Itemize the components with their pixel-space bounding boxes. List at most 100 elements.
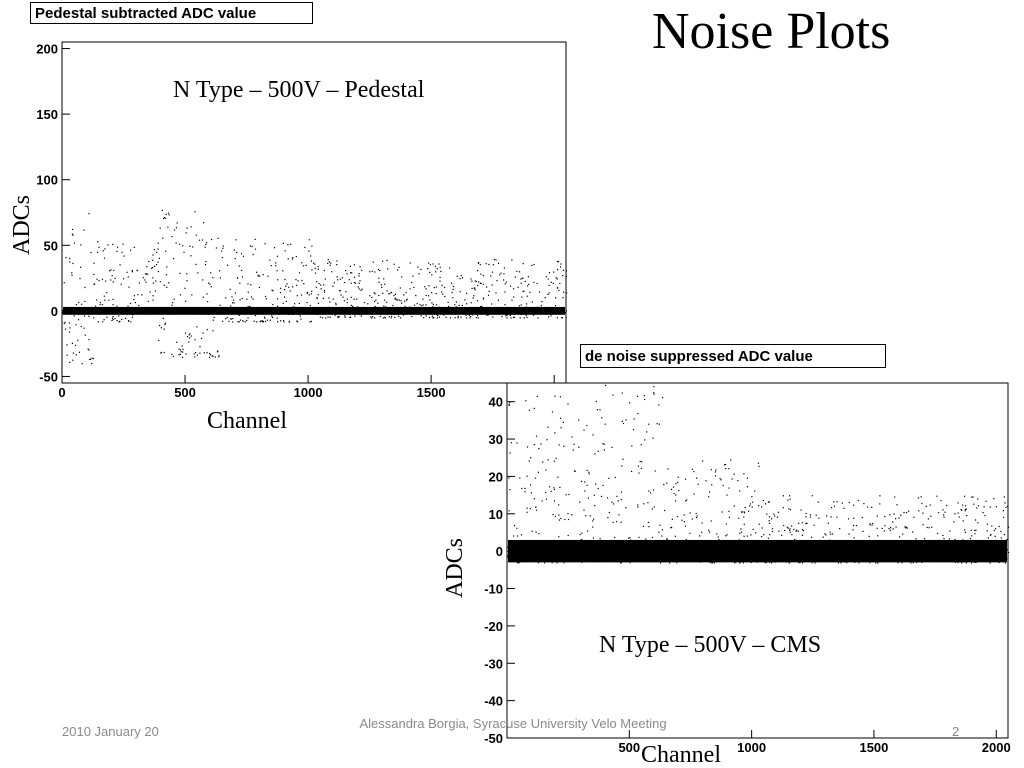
noise-point (352, 305, 354, 307)
noise-point (843, 507, 845, 509)
noise-point (241, 276, 243, 278)
y-tick-label: 10 (489, 507, 503, 522)
noise-point (730, 459, 732, 461)
noise-point (565, 270, 567, 272)
noise-point (625, 507, 627, 509)
noise-point (433, 316, 435, 318)
noise-point (358, 275, 360, 277)
noise-point (108, 299, 110, 301)
noise-point (153, 249, 155, 251)
noise-point (97, 321, 99, 323)
noise-point (552, 282, 554, 284)
noise-point (271, 289, 273, 291)
noise-point (769, 534, 771, 536)
noise-point (605, 384, 607, 387)
noise-point (741, 511, 743, 514)
noise-point (432, 306, 434, 308)
noise-point (206, 352, 208, 354)
noise-point (478, 281, 480, 283)
noise-point (173, 258, 175, 260)
noise-point (344, 316, 346, 318)
noise-point (433, 287, 435, 289)
noise-point (586, 469, 588, 471)
noise-point (73, 315, 75, 317)
noise-point (189, 333, 191, 335)
noise-point (339, 278, 341, 280)
noise-point (675, 494, 677, 496)
noise-point (388, 293, 390, 295)
noise-point (653, 386, 655, 388)
noise-point (583, 509, 585, 511)
noise-point (725, 535, 727, 537)
noise-point (394, 298, 396, 300)
noise-point (693, 493, 695, 495)
noise-point (168, 282, 170, 284)
noise-point (157, 261, 159, 263)
noise-point (212, 355, 214, 357)
noise-point (370, 316, 372, 318)
noise-point (562, 275, 564, 277)
noise-point (328, 261, 330, 263)
noise-point (763, 534, 765, 536)
noise-point (428, 316, 431, 319)
noise-point (839, 528, 841, 530)
noise-point (275, 262, 277, 264)
noise-point (553, 488, 555, 491)
noise-point (237, 321, 239, 323)
noise-point (531, 530, 533, 532)
y-tick-label: 150 (36, 107, 58, 122)
noise-point (791, 525, 793, 527)
noise-point (298, 272, 301, 274)
noise-point (247, 283, 249, 285)
noise-point (969, 538, 972, 540)
y-tick-label: -50 (39, 369, 58, 384)
noise-point (351, 272, 353, 274)
noise-point (272, 304, 274, 306)
noise-point (611, 446, 613, 448)
noise-point (877, 535, 879, 537)
noise-point (776, 516, 778, 518)
noise-point (571, 514, 573, 516)
noise-point (725, 468, 727, 470)
noise-point (162, 317, 164, 319)
noise-point (319, 316, 321, 318)
noise-point (647, 502, 649, 504)
noise-point (480, 273, 482, 275)
noise-point (513, 525, 516, 527)
noise-point (147, 300, 149, 302)
noise-point (165, 250, 167, 252)
noise-point (520, 304, 522, 306)
noise-point (817, 501, 819, 503)
noise-point (96, 299, 98, 301)
noise-point (928, 527, 930, 529)
noise-point (508, 510, 510, 512)
noise-point (83, 315, 86, 317)
noise-point (311, 269, 313, 271)
noise-point (648, 423, 650, 425)
noise-point (75, 304, 77, 306)
noise-point (254, 238, 256, 240)
noise-point (71, 272, 73, 274)
noise-point (620, 562, 622, 564)
noise-point (1007, 526, 1010, 528)
noise-point (537, 562, 539, 564)
noise-point (87, 348, 89, 350)
noise-point (871, 506, 873, 508)
noise-point (118, 315, 120, 317)
noise-point (752, 501, 754, 503)
noise-point (449, 317, 452, 319)
noise-point (401, 276, 403, 278)
noise-point (69, 361, 71, 363)
noise-point (134, 302, 136, 304)
noise-point (987, 537, 989, 539)
noise-point (311, 290, 313, 292)
noise-point (69, 261, 71, 263)
noise-point (429, 264, 431, 266)
noise-point (383, 305, 385, 307)
noise-point (363, 302, 365, 304)
noise-point (234, 258, 236, 260)
noise-point (127, 305, 129, 307)
noise-point (513, 288, 515, 290)
noise-point (558, 504, 560, 506)
noise-point (964, 508, 966, 510)
